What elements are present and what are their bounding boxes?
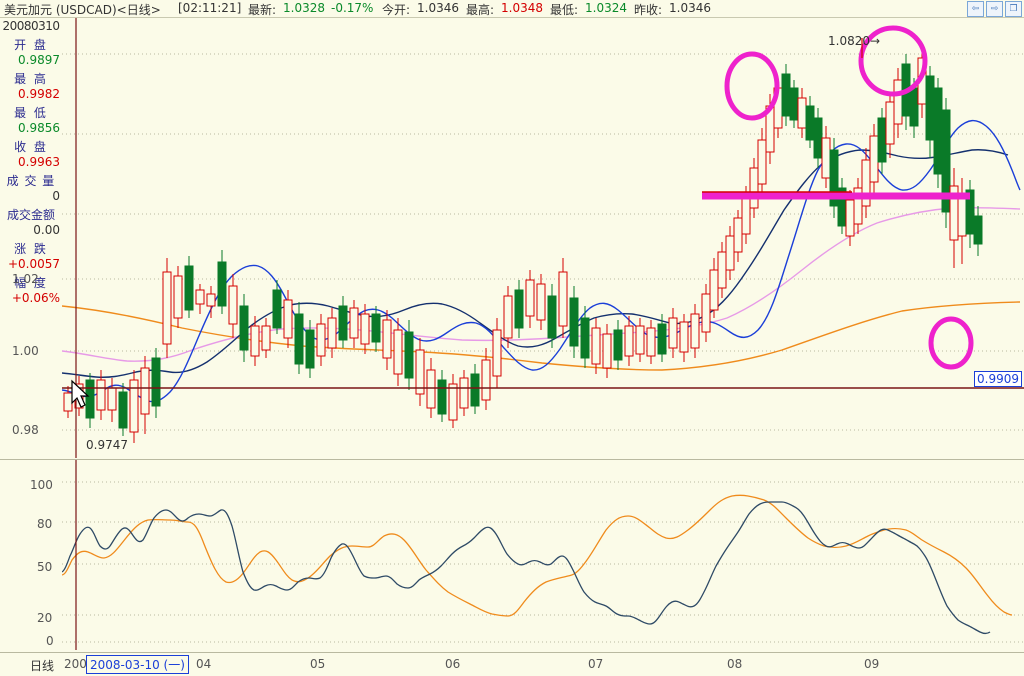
info-value-open: 0.9897 (18, 53, 60, 67)
x-tick-05: 05 (310, 657, 326, 671)
window-controls: ⇦ ⇨ ❐ (967, 1, 1022, 17)
info-label-low: 最 低 (14, 106, 48, 120)
high-price-value: 1.0348 (501, 1, 543, 15)
prev-close-value: 1.0346 (669, 1, 711, 15)
highlight-circle-left (724, 51, 780, 121)
ohlc-info-panel: 20080310 开 盘 0.9897 最 高 0.9982 最 低 0.985… (0, 18, 63, 458)
low-price-label: 最低: (550, 3, 579, 17)
open-price-value: 1.0346 (417, 1, 459, 15)
last-price-value: 1.0328 (283, 1, 325, 15)
low-price-annotation: 0.9747 (86, 438, 128, 452)
high-price-annotation: 1.0820→ (828, 34, 881, 48)
y-axis-tick-0-98: 0.98 (12, 423, 39, 437)
info-label-amplitude: 幅 度 (14, 276, 48, 290)
kd-tick-20: 20 (37, 611, 53, 625)
kd-indicator-canvas[interactable] (62, 460, 1024, 650)
change-percent: -0.17% (331, 1, 374, 15)
info-value-high: 0.9982 (18, 87, 60, 101)
period-label[interactable]: 日线 (30, 659, 55, 673)
year-prefix-label: 200 (64, 657, 87, 671)
x-tick-04: 04 (196, 657, 212, 671)
candlestick-series (63, 46, 983, 443)
selected-date-badge[interactable]: 2008-03-10 (一) (86, 655, 189, 674)
current-price-tag[interactable]: 0.9909 (974, 371, 1022, 387)
mouse-cursor-icon (71, 379, 90, 408)
x-tick-07: 07 (588, 657, 604, 671)
price-chart-svg (62, 18, 1024, 458)
info-label-volume: 成 交 量 (6, 174, 56, 188)
back-arrow-icon[interactable]: ⇦ (967, 1, 984, 17)
kd-tick-50: 50 (37, 560, 53, 574)
info-label-turnover: 成交金额 (6, 208, 55, 222)
title-bar: 美元加元 (USDCAD)<日线> [02:11:21] 最新: 1.0328 … (0, 0, 1024, 18)
quote-time: [02:11:21] (178, 1, 242, 15)
price-chart-canvas[interactable] (62, 18, 1024, 458)
instrument-title: 美元加元 (USDCAD)<日线> (4, 3, 161, 17)
indicator-pane-frame (0, 459, 1024, 652)
kd-chart-svg (62, 460, 1024, 650)
info-label-close: 收 盘 (14, 140, 48, 154)
info-value-turnover: 0.00 (33, 223, 60, 237)
y-axis-tick-1-00: 1.00 (12, 344, 39, 358)
forward-arrow-icon[interactable]: ⇨ (986, 1, 1003, 17)
info-value-volume: 0 (52, 189, 60, 203)
info-label-change: 涨 跌 (14, 242, 48, 256)
y-axis-tick-1-02: 1.02 (12, 272, 39, 286)
high-price-label: 最高: (466, 3, 495, 17)
info-value-low: 0.9856 (18, 121, 60, 135)
ma200-line (62, 301, 1021, 371)
kd-k-line (62, 501, 991, 635)
info-value-amplitude: +0.06% (11, 291, 60, 305)
info-value-close: 0.9963 (18, 155, 60, 169)
info-date: 20080310 (2, 19, 60, 33)
info-label-open: 开 盘 (14, 38, 48, 52)
x-tick-09: 09 (864, 657, 880, 671)
x-tick-06: 06 (445, 657, 461, 671)
highlight-circle-top (858, 25, 928, 97)
open-price-label: 今开: (382, 3, 411, 17)
kd-tick-80: 80 (37, 517, 53, 531)
kd-tick-0: 0 (46, 634, 54, 648)
prev-close-label: 昨收: (634, 3, 663, 17)
restore-window-icon[interactable]: ❐ (1005, 1, 1022, 17)
info-label-high: 最 高 (14, 72, 48, 86)
last-price-label: 最新: (248, 3, 277, 17)
status-bar: 日线 200 2008-03-10 (一) 04 05 06 07 08 09 (0, 652, 1024, 676)
low-price-value: 1.0324 (585, 1, 627, 15)
ma26-line (62, 149, 1009, 378)
kd-tick-100: 100 (30, 478, 53, 492)
info-value-change: +0.0057 (7, 257, 60, 271)
highlight-circle-bottom (928, 316, 974, 370)
x-tick-08: 08 (727, 657, 743, 671)
kd-d-line (62, 494, 1013, 617)
